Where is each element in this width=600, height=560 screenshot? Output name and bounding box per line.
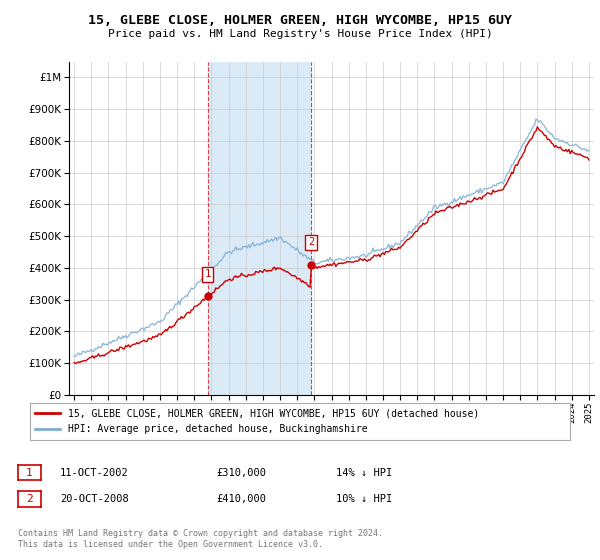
Text: 20-OCT-2008: 20-OCT-2008 [60,494,129,504]
Text: 2: 2 [308,237,314,248]
Text: 10% ↓ HPI: 10% ↓ HPI [336,494,392,504]
Text: 15, GLEBE CLOSE, HOLMER GREEN, HIGH WYCOMBE, HP15 6UY (detached house): 15, GLEBE CLOSE, HOLMER GREEN, HIGH WYCO… [68,408,479,418]
Text: 11-OCT-2002: 11-OCT-2002 [60,468,129,478]
Text: £310,000: £310,000 [216,468,266,478]
Bar [208,62,311,395]
Text: Contains HM Land Registry data © Crown copyright and database right 2024.
This d: Contains HM Land Registry data © Crown c… [18,529,383,549]
Text: 14% ↓ HPI: 14% ↓ HPI [336,468,392,478]
Text: 2: 2 [26,494,33,504]
Text: 1: 1 [205,269,211,279]
Text: Price paid vs. HM Land Registry's House Price Index (HPI): Price paid vs. HM Land Registry's House … [107,29,493,39]
Text: 1: 1 [26,468,33,478]
Text: 15, GLEBE CLOSE, HOLMER GREEN, HIGH WYCOMBE, HP15 6UY: 15, GLEBE CLOSE, HOLMER GREEN, HIGH WYCO… [88,14,512,27]
Text: HPI: Average price, detached house, Buckinghamshire: HPI: Average price, detached house, Buck… [68,424,367,435]
Text: £410,000: £410,000 [216,494,266,504]
